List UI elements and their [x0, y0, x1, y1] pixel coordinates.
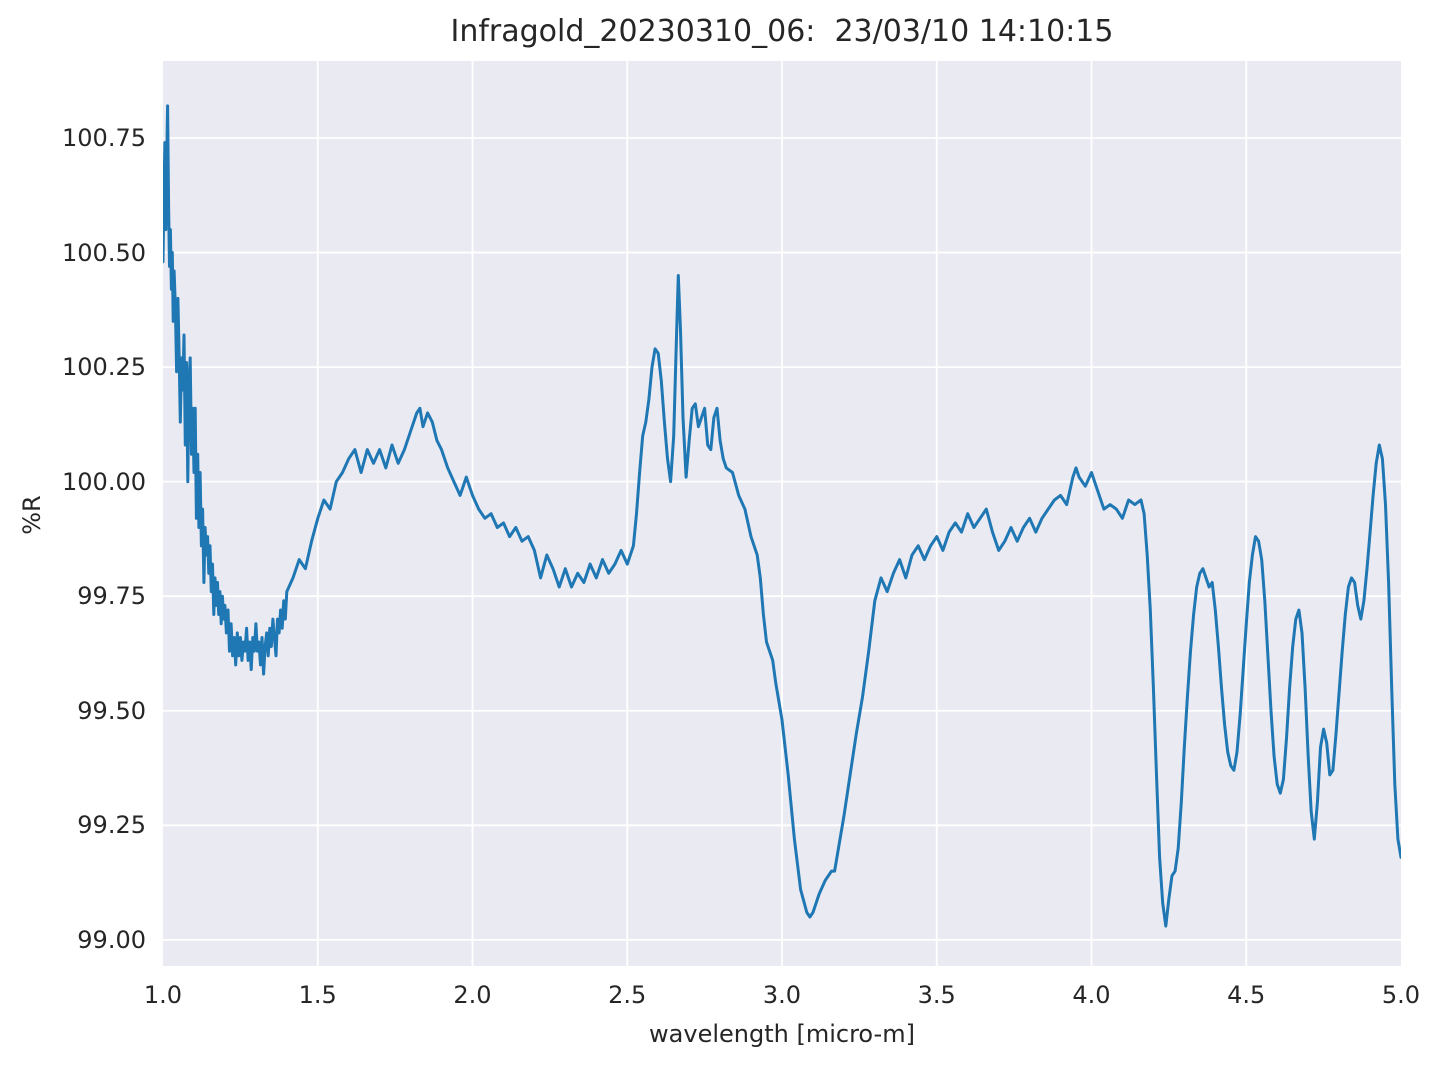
- x-tick-label: 4.0: [1072, 981, 1111, 1009]
- x-axis-label: wavelength [micro-m]: [649, 1020, 915, 1048]
- y-tick-label: 100.75: [62, 123, 146, 152]
- x-tick-label: 4.5: [1227, 981, 1266, 1009]
- y-tick-label: 100.25: [62, 353, 146, 382]
- x-tick-label: 1.0: [143, 981, 183, 1009]
- y-tick-label: 99.50: [77, 696, 146, 725]
- x-tick-label: 1.5: [298, 981, 337, 1009]
- x-tick-label: 3.0: [762, 981, 802, 1009]
- x-tick-label: 3.5: [917, 981, 956, 1009]
- y-tick-label: 99.75: [77, 582, 146, 611]
- axes: [163, 61, 1401, 966]
- y-tick-label: 100.00: [62, 467, 146, 496]
- y-tick-label: 99.25: [77, 811, 146, 840]
- y-tick-label: 99.00: [77, 925, 146, 954]
- reflectance-spectrum-line: [163, 104, 1401, 928]
- x-tick-label: 2.5: [608, 981, 647, 1009]
- x-tick-label: 2.0: [453, 981, 492, 1009]
- x-tick-label: 5.0: [1381, 981, 1421, 1009]
- chart-title: Infragold_20230310_06: 23/03/10 14:10:15: [450, 14, 1114, 49]
- y-axis-label: %R: [18, 495, 46, 535]
- plot-canvas: [163, 61, 1401, 966]
- y-tick-label: 100.50: [62, 238, 146, 267]
